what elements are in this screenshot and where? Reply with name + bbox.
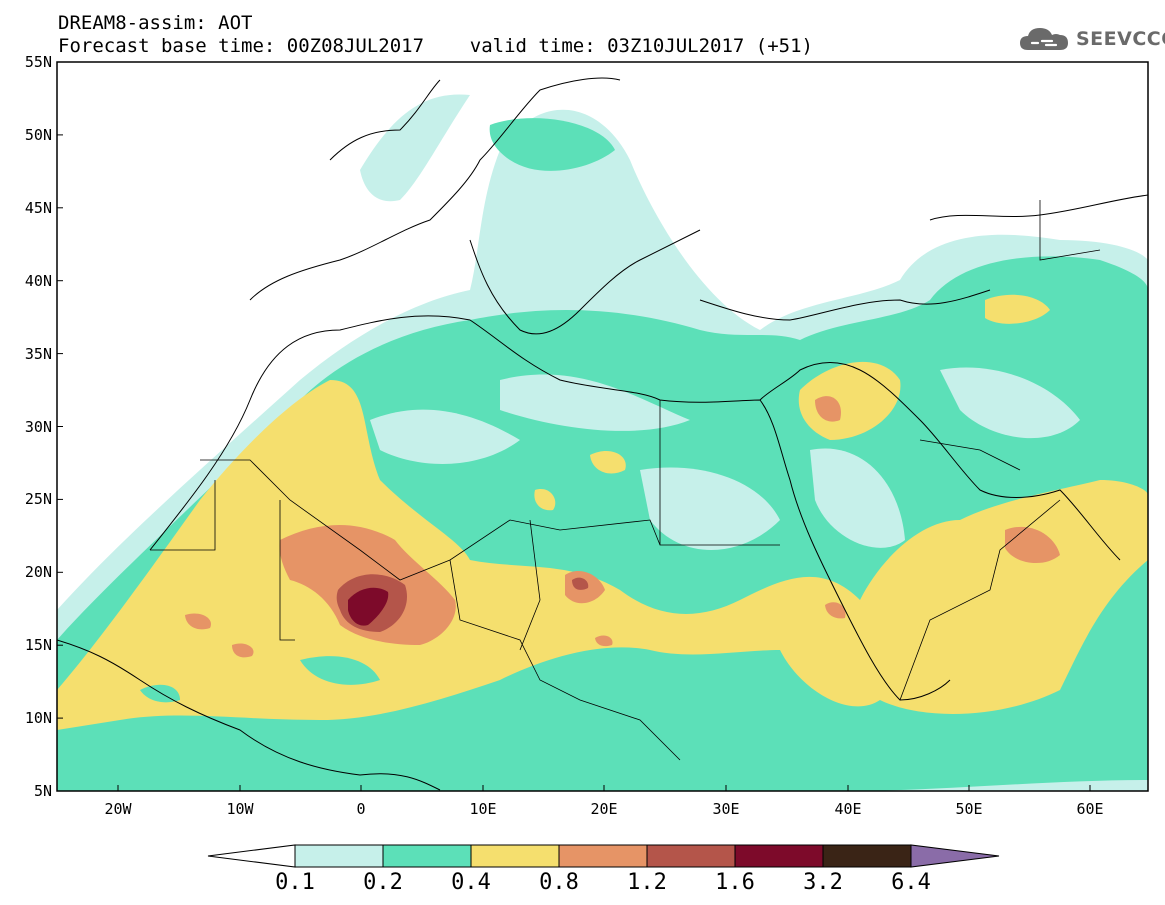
lat-label: 45N: [24, 198, 52, 217]
lon-label: 30E: [712, 800, 740, 818]
lat-label: 30N: [24, 417, 52, 436]
colorbar-label: 0.1: [275, 870, 315, 895]
colorbar-segment: [734, 844, 824, 868]
axis-ticks: [57, 61, 1091, 792]
lat-label: 40N: [24, 271, 52, 290]
aot-field: [57, 94, 1148, 791]
lon-label: 50E: [955, 800, 983, 818]
coastlines: [57, 77, 1148, 791]
logo-text: SEEVCCC: [1076, 28, 1165, 50]
colorbar-segment: [294, 844, 384, 868]
colorbar-low-arrow: [207, 844, 296, 868]
lon-label: 20E: [590, 800, 618, 818]
colorbar-segment: [470, 844, 560, 868]
lon-label: 10W: [226, 800, 254, 818]
colorbar-label: 1.6: [715, 870, 755, 895]
colorbar-label: 0.8: [539, 870, 579, 895]
colorbar-segment: [382, 844, 472, 868]
lon-label: 10E: [469, 800, 497, 818]
aot-band-1.6: [348, 587, 389, 626]
borders: [150, 200, 1101, 761]
lon-label: 60E: [1076, 800, 1104, 818]
lat-label: 35N: [24, 344, 52, 363]
lat-label: 10N: [24, 709, 52, 728]
lon-label: 20W: [104, 800, 132, 818]
colorbar-label: 1.2: [627, 870, 667, 895]
lat-label: 25N: [24, 490, 52, 509]
lat-label: 15N: [24, 636, 52, 655]
lat-label: 5N: [33, 782, 52, 800]
colorbar-high-arrow: [910, 844, 1000, 868]
colorbar-segment: [822, 844, 912, 868]
seevccc-logo: SEEVCCC: [1018, 24, 1165, 54]
forecast-time-line: Forecast base time: 00Z08JUL2017 valid t…: [58, 35, 813, 57]
colorbar: [207, 844, 1000, 868]
lat-label: 55N: [24, 53, 52, 71]
lat-label: 50N: [24, 125, 52, 144]
colorbar-label: 6.4: [891, 870, 931, 895]
colorbar-label: 0.4: [451, 870, 491, 895]
cloud-icon: [1020, 28, 1068, 50]
colorbar-segment: [558, 844, 648, 868]
colorbar-segment: [646, 844, 736, 868]
map-title: DREAM8-assim: AOT: [58, 12, 253, 34]
lat-label: 20N: [24, 563, 52, 582]
lon-label: 0: [356, 800, 366, 818]
aot-band-0.4: [57, 380, 1148, 730]
colorbar-label: 3.2: [803, 870, 843, 895]
colorbar-label: 0.2: [363, 870, 403, 895]
lon-label: 40E: [834, 800, 862, 818]
